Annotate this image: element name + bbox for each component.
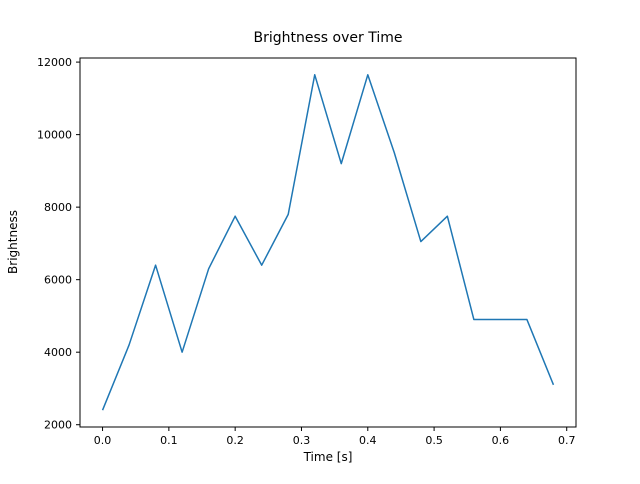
y-tick-label: 12000: [37, 56, 72, 69]
x-tick-label: 0.5: [425, 434, 443, 447]
y-tick-label: 4000: [44, 346, 72, 359]
chart-title: Brightness over Time: [254, 30, 403, 46]
y-tick-label: 6000: [44, 274, 72, 287]
x-tick-label: 0.4: [359, 434, 377, 447]
x-tick-label: 0.2: [226, 434, 244, 447]
x-tick-label: 0.7: [558, 434, 576, 447]
y-tick-label: 2000: [44, 419, 72, 432]
y-axis-label: Brightness: [6, 210, 20, 274]
x-axis-label: Time [s]: [303, 450, 353, 464]
x-tick-label: 0.0: [94, 434, 112, 447]
x-tick-label: 0.3: [293, 434, 311, 447]
data-line-series: [101, 74, 555, 411]
x-tick-label: 0.1: [160, 434, 178, 447]
y-tick-label: 10000: [37, 129, 72, 142]
y-tick-label: 8000: [44, 201, 72, 214]
x-tick-label: 0.6: [492, 434, 510, 447]
plot-frame: [79, 57, 577, 428]
